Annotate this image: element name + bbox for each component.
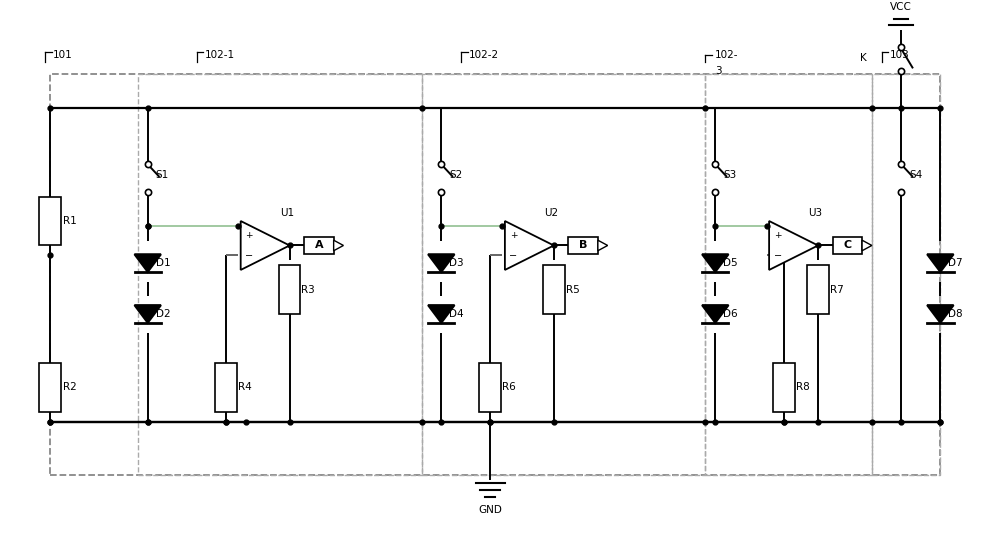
Text: R7: R7 bbox=[830, 284, 844, 295]
Polygon shape bbox=[241, 221, 290, 270]
Text: U2: U2 bbox=[544, 208, 558, 218]
Polygon shape bbox=[862, 240, 872, 251]
Bar bbox=[773, 363, 795, 412]
Text: +: + bbox=[510, 231, 517, 240]
Bar bbox=[479, 363, 501, 412]
Bar bbox=[138, 74, 422, 475]
Text: S4: S4 bbox=[909, 170, 922, 180]
Text: 101: 101 bbox=[53, 50, 73, 60]
Text: R2: R2 bbox=[63, 382, 76, 393]
Text: D6: D6 bbox=[723, 309, 738, 319]
Bar bbox=[422, 74, 705, 475]
Bar bbox=[39, 197, 61, 245]
Bar bbox=[543, 265, 565, 314]
Text: 3: 3 bbox=[715, 66, 722, 76]
Bar bbox=[304, 237, 334, 254]
Text: R8: R8 bbox=[796, 382, 809, 393]
Text: 102-: 102- bbox=[715, 50, 739, 60]
Text: D7: D7 bbox=[948, 258, 963, 268]
Bar bbox=[279, 265, 300, 314]
Text: C: C bbox=[843, 240, 851, 250]
Text: K: K bbox=[860, 53, 867, 63]
Text: −: − bbox=[509, 251, 518, 261]
Polygon shape bbox=[428, 305, 454, 323]
Polygon shape bbox=[769, 221, 818, 270]
Text: S1: S1 bbox=[156, 170, 169, 180]
Text: A: A bbox=[315, 240, 323, 250]
Text: S3: S3 bbox=[723, 170, 736, 180]
Polygon shape bbox=[702, 305, 728, 323]
Bar bbox=[807, 265, 829, 314]
Polygon shape bbox=[428, 254, 454, 272]
Text: S2: S2 bbox=[449, 170, 462, 180]
Text: B: B bbox=[579, 240, 587, 250]
Text: 102-1: 102-1 bbox=[204, 50, 235, 60]
Polygon shape bbox=[927, 305, 954, 323]
Text: R3: R3 bbox=[301, 284, 315, 295]
Text: R5: R5 bbox=[566, 284, 579, 295]
Text: 103: 103 bbox=[889, 50, 909, 60]
Bar bbox=[215, 363, 237, 412]
Polygon shape bbox=[135, 305, 161, 323]
Bar bbox=[872, 74, 940, 475]
Text: D2: D2 bbox=[156, 309, 170, 319]
Polygon shape bbox=[334, 240, 343, 251]
Bar bbox=[39, 363, 61, 412]
Text: +: + bbox=[245, 231, 253, 240]
Text: +: + bbox=[774, 231, 781, 240]
Text: D5: D5 bbox=[723, 258, 738, 268]
Polygon shape bbox=[598, 240, 608, 251]
Bar bbox=[705, 74, 872, 475]
Polygon shape bbox=[505, 221, 554, 270]
Text: R4: R4 bbox=[238, 382, 251, 393]
Text: D3: D3 bbox=[449, 258, 464, 268]
Bar bbox=[833, 237, 862, 254]
Polygon shape bbox=[135, 254, 161, 272]
Text: −: − bbox=[774, 251, 782, 261]
Bar bbox=[568, 237, 598, 254]
Text: VCC: VCC bbox=[890, 2, 912, 12]
Bar bbox=[50, 74, 940, 475]
Text: D4: D4 bbox=[449, 309, 464, 319]
Polygon shape bbox=[702, 254, 728, 272]
Text: D1: D1 bbox=[156, 258, 170, 268]
Text: R1: R1 bbox=[63, 216, 76, 226]
Polygon shape bbox=[927, 254, 954, 272]
Text: GND: GND bbox=[478, 505, 502, 515]
Text: U3: U3 bbox=[808, 208, 822, 218]
Text: U1: U1 bbox=[280, 208, 294, 218]
Text: D8: D8 bbox=[948, 309, 963, 319]
Text: R6: R6 bbox=[502, 382, 516, 393]
Text: −: − bbox=[245, 251, 253, 261]
Text: 102-2: 102-2 bbox=[469, 50, 499, 60]
